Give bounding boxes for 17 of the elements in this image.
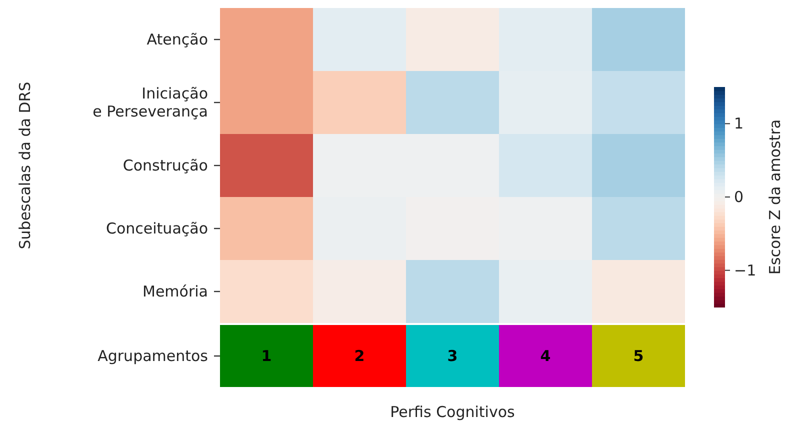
- color-bar-title: Escore Z da amostra: [766, 119, 784, 275]
- data-label: 2: [354, 347, 365, 365]
- y-tick-label: Iniciação e Perseverança: [92, 84, 208, 120]
- data-label: 1: [261, 347, 272, 365]
- color-bar-label: 1: [734, 114, 744, 133]
- color-bar-label: −1: [734, 261, 756, 280]
- y-tick-label: Atenção: [146, 30, 208, 48]
- y-tick-label: Conceituação: [106, 220, 208, 238]
- data-label: 4: [540, 347, 551, 365]
- color-bar-label: 0: [734, 188, 744, 206]
- y-axis-title: Subescalas da da DRS: [16, 82, 34, 250]
- y-tick-label: Memória: [142, 282, 208, 300]
- data-label: 3: [447, 347, 458, 365]
- y-tick-label: Construção: [122, 156, 208, 174]
- y-tick-label: Agrupamentos: [98, 347, 208, 365]
- data-label: 5: [633, 347, 644, 365]
- x-axis-title: Perfis Cognitivos: [390, 403, 516, 421]
